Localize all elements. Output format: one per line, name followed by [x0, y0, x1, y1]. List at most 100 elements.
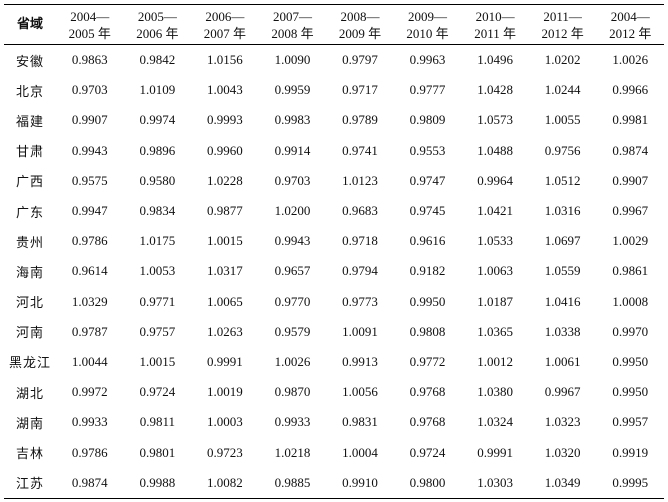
value-cell: 0.9943 [274, 233, 311, 249]
value-cell: 0.9831 [342, 414, 378, 430]
value-cell: 1.0573 [477, 112, 513, 128]
value-cell: 0.9800 [393, 467, 462, 499]
value-cell: 0.9874 [56, 467, 124, 499]
value-cell: 0.9553 [409, 142, 446, 158]
value-cell: 0.9877 [207, 203, 243, 219]
value-cell: 1.0156 [207, 52, 243, 68]
value-cell: 1.0338 [544, 323, 581, 339]
value-cell: 1.0349 [528, 467, 597, 499]
value-cell: 1.0324 [477, 414, 513, 430]
period-column-header: 2011— 2012 年 [528, 4, 597, 45]
table-row: 湖北 0.9972 0.9724 1.0019 0.9870 1.0056 0.9768 1.… [4, 377, 664, 407]
value-cell: 0.9777 [409, 82, 446, 98]
value-cell: 0.9874 [612, 142, 649, 158]
value-cell: 0.9983 [274, 112, 311, 128]
value-cell: 0.9896 [139, 142, 176, 158]
value-cell: 0.9757 [139, 323, 176, 339]
value-cell: 0.9972 [71, 384, 108, 400]
value-cell: 0.9991 [207, 353, 243, 369]
value-cell: 0.9950 [409, 293, 446, 309]
value-cell: 1.0061 [544, 353, 581, 369]
value-cell: 1.0063 [477, 263, 513, 279]
value-cell: 1.0015 [139, 353, 176, 369]
value-cell: 0.9770 [274, 293, 311, 309]
value-cell: 1.0202 [544, 52, 581, 68]
period-start-label: 2010— [475, 8, 515, 24]
period-start-label: 2006— [205, 8, 245, 24]
value-cell: 1.0263 [207, 323, 243, 339]
value-cell: 0.9950 [612, 353, 649, 369]
value-cell: 0.9861 [612, 263, 649, 279]
province-cell: 广西 [16, 175, 45, 191]
table-row: 河北 1.0329 0.9771 1.0065 0.9770 0.9773 0.9950 1.… [4, 287, 664, 317]
period-column-header: 2010— 2011 年 [461, 4, 529, 45]
value-cell: 1.0533 [477, 233, 513, 249]
value-cell: 0.9933 [71, 414, 108, 430]
period-column-header: 2004— 2005 年 [56, 4, 124, 45]
province-cell: 广东 [16, 205, 45, 221]
table-row: 福建 0.9907 0.9974 0.9993 0.9983 0.9789 0.9809 1.… [4, 105, 664, 135]
header-row: 省域 2004— 2005 年 2005— 2006 年 2006— 2007 年 2007… [4, 4, 664, 45]
value-cell: 1.0053 [139, 263, 176, 279]
value-cell: 1.0008 [612, 293, 649, 309]
period-start-label: 2004— [610, 8, 650, 24]
table-header: 省域 2004— 2005 年 2005— 2006 年 2006— 2007 年 2007… [4, 4, 664, 45]
value-cell: 0.9811 [139, 414, 175, 430]
value-cell: 1.0175 [139, 233, 176, 249]
value-cell: 0.9967 [544, 384, 581, 400]
value-cell: 0.9959 [274, 82, 311, 98]
value-cell: 1.0218 [274, 444, 311, 460]
value-cell: 1.0323 [544, 414, 581, 430]
value-cell: 0.9919 [612, 444, 649, 460]
value-cell: 1.0512 [544, 172, 581, 188]
period-end-label: 2012 年 [541, 25, 584, 41]
period-column-header: 2004— 2012 年 [596, 4, 664, 45]
value-cell: 0.9768 [409, 414, 446, 430]
value-cell: 0.9773 [342, 293, 378, 309]
period-end-label: 2012 年 [609, 25, 652, 41]
value-cell: 0.9794 [342, 263, 378, 279]
value-cell: 0.9745 [409, 203, 446, 219]
value-cell: 0.9789 [342, 112, 378, 128]
value-cell: 1.0380 [477, 384, 513, 400]
value-cell: 0.9801 [139, 444, 176, 460]
table-row: 广东 0.9947 0.9834 0.9877 1.0200 0.9683 0.9745 1.… [4, 196, 664, 226]
value-cell: 0.9964 [477, 172, 513, 188]
value-cell: 1.0043 [207, 82, 243, 98]
value-cell: 1.0421 [477, 203, 513, 219]
table-row: 湖南 0.9933 0.9811 1.0003 0.9933 0.9831 0.9768 1.… [4, 407, 664, 437]
value-cell: 1.0029 [612, 233, 649, 249]
value-cell: 1.0496 [477, 52, 513, 68]
period-start-label: 2007— [272, 8, 312, 24]
period-end-label: 2008 年 [271, 25, 314, 41]
value-cell: 0.9914 [274, 142, 311, 158]
value-cell: 1.0200 [274, 203, 311, 219]
value-cell: 0.9747 [409, 172, 446, 188]
data-table: 省域 2004— 2005 年 2005— 2006 年 2006— 2007 年 2007… [4, 4, 664, 499]
value-cell: 0.9718 [342, 233, 378, 249]
value-cell: 0.9943 [71, 142, 108, 158]
value-cell: 0.9834 [139, 203, 176, 219]
value-cell: 0.9575 [71, 172, 108, 188]
value-cell: 0.9614 [71, 263, 108, 279]
value-cell: 0.9768 [409, 384, 446, 400]
table-row: 安徽 0.9863 0.9842 1.0156 1.0090 0.9797 0.9963 1.… [4, 45, 664, 76]
value-cell: 1.0004 [342, 444, 378, 460]
table-row: 江苏 0.9874 0.9988 1.0082 0.9885 0.9910 0.9800 1.… [4, 467, 664, 499]
value-cell: 0.9182 [409, 263, 446, 279]
value-cell: 1.0559 [544, 263, 581, 279]
province-cell: 贵州 [16, 235, 45, 251]
value-cell: 0.9870 [274, 384, 311, 400]
province-cell: 吉林 [16, 447, 45, 463]
province-cell: 海南 [16, 265, 45, 281]
period-column-header: 2005— 2006 年 [123, 4, 192, 45]
value-cell: 0.9786 [71, 233, 108, 249]
province-cell: 甘肃 [16, 145, 45, 161]
value-cell: 0.9995 [596, 467, 664, 499]
table-row: 海南 0.9614 1.0053 1.0317 0.9657 0.9794 0.9182 1.… [4, 256, 664, 286]
period-start-label: 2008— [340, 8, 380, 24]
value-cell: 0.9786 [71, 444, 108, 460]
value-cell: 1.0091 [342, 323, 378, 339]
value-cell: 0.9974 [139, 112, 176, 128]
table-row: 河南 0.9787 0.9757 1.0263 0.9579 1.0091 0.9808 1.… [4, 317, 664, 347]
